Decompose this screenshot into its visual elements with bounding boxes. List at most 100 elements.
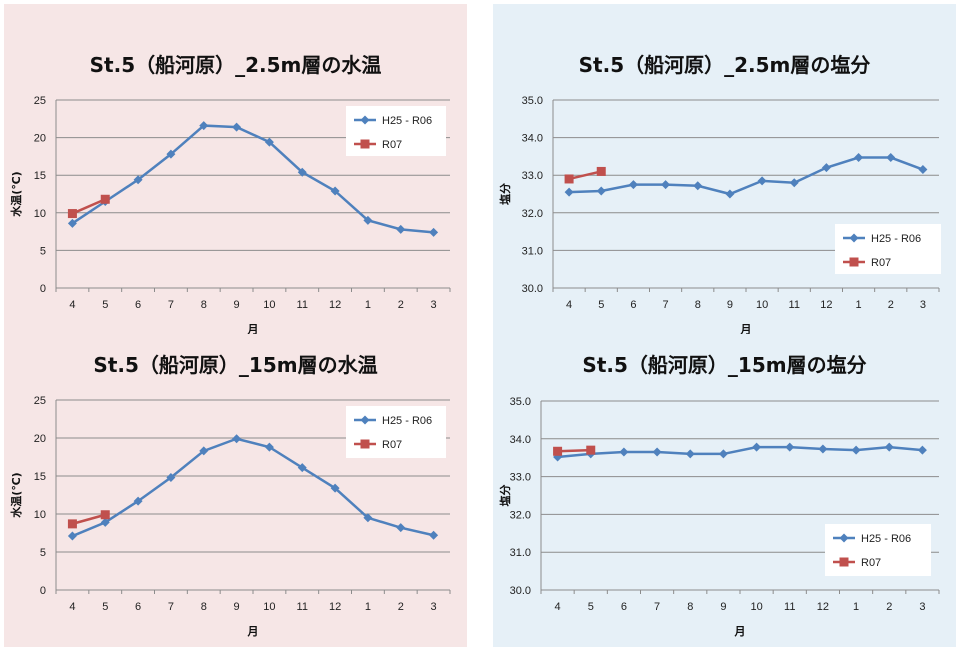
chart-salinity-2-5m-data-point: [628, 180, 638, 190]
chart-salinity-15m-data-point: [619, 447, 629, 457]
chart-salinity-2-5m-data-point: [596, 186, 606, 196]
chart-temp-2-5m-data-point: [67, 218, 77, 228]
chart-salinity-15m-title: St.5（船河原）_15m層の塩分: [582, 353, 866, 377]
chart-temp-2-5m-ylabel: 水温(℃): [9, 171, 23, 216]
chart-temp-15m-ytick-label: 10: [34, 509, 46, 521]
chart-salinity-15m-legend-label-1: R07: [861, 557, 881, 569]
chart-salinity-2-5m-ytick-label: 32.0: [522, 208, 543, 220]
chart-salinity-2-5m-data-point: [821, 163, 831, 173]
chart-temp-2-5m-data-point: [100, 194, 110, 204]
chart-temp-15m-xtick-label: 2: [398, 601, 404, 613]
chart-salinity-15m-ylabel: 塩分: [498, 485, 512, 507]
chart-temp-15m-series-line-1: [72, 513, 106, 526]
chart-temp-15m-xtick-label: 11: [297, 601, 308, 613]
chart-salinity-15m-legend-marker-1: [839, 557, 849, 567]
chart-salinity-2-5m-data-point: [757, 176, 767, 186]
chart-temp-15m-legend: [346, 406, 446, 458]
chart-temp-2-5m-xtick-label: 1: [365, 299, 371, 311]
chart-temp-2-5m-xlabel: 月: [247, 323, 259, 334]
chart-temp-15m-legend-label-1: R07: [382, 439, 402, 451]
chart-temp-2-5m-data-point: [363, 215, 373, 225]
chart-salinity-15m-ytick-label: 31.0: [510, 547, 531, 559]
chart-temp-2-5m-xtick-label: 3: [431, 299, 437, 311]
chart-temp-15m-xtick-label: 1: [365, 601, 371, 613]
left-panel: St.5（船河原）_2.5m層の水温 0 5 10 15 20 25 4 5 6 7 8 9 10 11 12…: [4, 4, 467, 647]
chart-salinity-15m-ytick-label: 35.0: [510, 396, 531, 408]
chart-temp-2-5m-legend-label-1: R07: [382, 139, 402, 151]
chart-temp-2-5m-data-point: [297, 167, 307, 177]
chart-salinity-2-5m-xtick-label: 8: [695, 299, 701, 311]
chart-salinity-2-5m-xtick-label: 6: [630, 299, 636, 311]
chart-salinity-15m-legend-marker-0: [839, 533, 849, 543]
chart-temp-15m-xtick-label: 12: [329, 601, 341, 613]
chart-salinity-15m-data-point: [553, 446, 563, 456]
chart-temp-15m-data-point: [297, 463, 307, 473]
chart-salinity-2-5m-xtick-label: 9: [727, 299, 733, 311]
chart-temp-15m-xtick-label: 9: [234, 601, 240, 613]
chart-temp-15m-series-line-0: [71, 437, 434, 538]
chart-temp-15m-data-point: [429, 530, 439, 540]
chart-salinity-2-5m-xtick-label: 7: [663, 299, 669, 311]
chart-salinity-2-5m-ytick-label: 35.0: [522, 95, 543, 107]
chart-temp-15m-data-point: [133, 496, 143, 506]
chart-salinity-2-5m: St.5（船河原）_2.5m層の塩分30.031.032.033.034.035…: [498, 53, 941, 334]
chart-temp-15m-xtick-label: 7: [168, 601, 174, 613]
chart-temp-2-5m-data-point: [67, 209, 77, 219]
chart-temp-2-5m-ytick-label: 0: [40, 283, 46, 295]
chart-salinity-15m-ytick-label: 32.0: [510, 509, 531, 521]
chart-salinity-2-5m-data-point: [693, 181, 703, 191]
chart-salinity-2-5m-title: St.5（船河原）_2.5m層の塩分: [579, 53, 871, 77]
chart-temp-15m-xtick-label: 3: [431, 601, 437, 613]
chart-salinity-15m-data-point: [884, 442, 894, 452]
chart-salinity-15m: St.5（船河原）_15m層の塩分 30.0 31.0 32.0 33.0 34.0 35.…: [498, 353, 940, 638]
chart-temp-2-5m-data-point: [133, 175, 143, 185]
chart-salinity-15m-xlabel: 月: [734, 625, 746, 638]
chart-salinity-15m-xtick-label: 9: [720, 601, 726, 613]
chart-salinity-2-5m-data-point: [886, 153, 896, 163]
chart-salinity-2-5m-data-point: [918, 165, 928, 175]
chart-salinity-15m-data-point: [652, 447, 662, 457]
chart-temp-2-5m-ytick-label: 25: [34, 95, 46, 107]
chart-salinity-2-5m-xtick-label: 11: [789, 299, 800, 311]
chart-salinity-2-5m-xlabel: 月: [740, 323, 752, 334]
chart-temp-15m-ytick-label: 0: [40, 585, 46, 597]
chart-temp-15m-xtick-label: 10: [263, 601, 275, 613]
chart-temp-15m-xtick-label: 8: [201, 601, 207, 613]
chart-salinity-15m-ytick-label: 33.0: [510, 472, 531, 484]
chart-temp-15m-data-point: [199, 446, 209, 456]
chart-temp-2-5m-ytick-label: 20: [34, 133, 46, 145]
chart-salinity-2-5m-xtick-label: 1: [856, 299, 862, 311]
chart-salinity-2-5m-xtick-label: 3: [920, 299, 926, 311]
chart-temp-2-5m-title: St.5（船河原）_2.5m層の水温: [90, 53, 382, 77]
chart-salinity-2-5m-legend-marker-1: [849, 257, 859, 267]
chart-temp-15m-ytick-label: 20: [34, 433, 46, 445]
chart-salinity-15m-xtick-label: 2: [886, 601, 892, 613]
chart-temp-15m-data-point: [67, 519, 77, 529]
chart-temp-15m-data-point: [100, 517, 110, 527]
chart-salinity-2-5m-xtick-label: 12: [820, 299, 832, 311]
chart-temp-15m-ylabel: 水温(℃): [9, 472, 23, 517]
chart-temp-15m-data-point: [330, 483, 340, 493]
chart-salinity-2-5m-ytick-label: 33.0: [522, 170, 543, 182]
chart-temp-15m-xlabel: 月: [247, 625, 259, 638]
chart-temp-2-5m-ytick-label: 10: [34, 208, 46, 220]
chart-temp-2-5m-data-point: [166, 149, 176, 159]
chart-salinity-2-5m-data-point: [725, 189, 735, 199]
chart-temp-2-5m-xtick-label: 10: [263, 299, 275, 311]
chart-salinity-15m-data-point: [685, 449, 695, 459]
chart-salinity-15m-data-point: [917, 445, 927, 455]
chart-salinity-15m-ytick-label: 30.0: [510, 585, 531, 597]
chart-temp-15m-data-point: [100, 510, 110, 520]
chart-temp-2-5m-ytick-label: 15: [34, 170, 46, 182]
chart-temp-2-5m-xtick-label: 7: [168, 299, 174, 311]
chart-salinity-2-5m-xtick-label: 10: [756, 299, 768, 311]
chart-temp-15m-title: St.5（船河原）_15m層の水温: [93, 353, 377, 377]
chart-salinity-2-5m-data-point: [596, 166, 606, 176]
chart-temp-2-5m-data-point: [264, 137, 274, 147]
chart-salinity-15m-xtick-label: 11: [784, 601, 795, 613]
chart-temp-2-5m-series-line-0: [71, 124, 434, 234]
chart-temp-15m-data-point: [232, 434, 242, 444]
chart-temp-2-5m-data-point: [199, 121, 209, 131]
chart-salinity-15m-xtick-label: 5: [588, 601, 594, 613]
